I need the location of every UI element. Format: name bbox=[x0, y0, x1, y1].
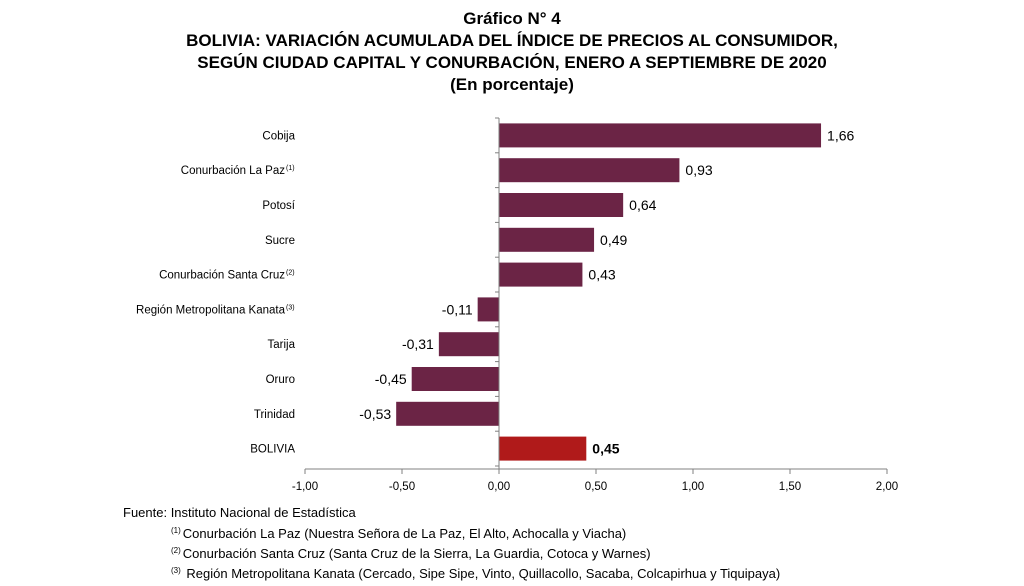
notes-block: Fuente: Instituto Nacional de Estadístic… bbox=[123, 504, 780, 582]
category-label-7: Oruro bbox=[266, 374, 295, 386]
bar-4 bbox=[499, 262, 583, 287]
x-tick-label-4: 1,00 bbox=[682, 481, 704, 493]
footnote-3: (3) Región Metropolitana Kanata (Cercado… bbox=[123, 562, 780, 582]
data-label-9: 0,45 bbox=[592, 441, 619, 457]
data-label-1: 0,93 bbox=[685, 162, 712, 178]
data-label-7: -0,45 bbox=[375, 371, 407, 387]
chart-title-block: Gráfico N° 4 BOLIVIA: VARIACIÓN ACUMULAD… bbox=[0, 8, 1024, 96]
bar-0 bbox=[499, 123, 822, 148]
category-label-2: Potosí bbox=[262, 200, 295, 212]
footnote-3-mark: (3) bbox=[171, 566, 181, 575]
bar-2 bbox=[499, 193, 624, 217]
footnote-1: (1) Conurbación La Paz (Nuestra Señora de… bbox=[123, 522, 780, 542]
data-label-4: 0,43 bbox=[588, 267, 615, 283]
x-tick-label-5: 1,50 bbox=[779, 481, 801, 493]
category-label-6: Tarija bbox=[268, 339, 296, 351]
chart-title-line-2: SEGÚN CIUDAD CAPITAL Y CONURBACIÓN, ENER… bbox=[197, 53, 827, 72]
bar-chart: 1,66 Cobija 0,93 Conurbación La Paz (1) 0,64 P… bbox=[136, 117, 898, 493]
bar-7 bbox=[411, 367, 499, 391]
footnote-3-text: Región Metropolitana Kanata (Cercado, Si… bbox=[182, 566, 781, 581]
data-label-2: 0,64 bbox=[629, 197, 656, 213]
x-tick-label-2: 0,00 bbox=[488, 481, 510, 493]
x-tick-label-3: 0,50 bbox=[585, 481, 607, 493]
bar-9 bbox=[499, 436, 587, 461]
bar-1 bbox=[499, 158, 680, 183]
x-tick-label-1: -0,50 bbox=[389, 481, 415, 493]
category-label-0: Cobija bbox=[262, 130, 295, 142]
chart-subtitle: (En porcentaje) bbox=[450, 75, 574, 94]
data-label-0: 1,66 bbox=[827, 127, 854, 143]
category-label-9: BOLIVIA bbox=[250, 444, 295, 456]
category-label-3: Sucre bbox=[265, 235, 295, 247]
footnote-1-mark: (1) bbox=[171, 526, 181, 535]
data-label-6: -0,31 bbox=[402, 336, 434, 352]
category-footnote-mark-4: (2) bbox=[286, 270, 295, 277]
category-label-1: Conurbación La Paz bbox=[181, 165, 285, 177]
category-label-4: Conurbación Santa Cruz bbox=[159, 270, 285, 282]
footnote-2-mark: (2) bbox=[171, 546, 181, 555]
footnote-1-text: Conurbación La Paz (Nuestra Señora de La… bbox=[182, 526, 627, 541]
source-note: Fuente: Instituto Nacional de Estadístic… bbox=[123, 505, 356, 520]
data-label-5: -0,11 bbox=[442, 301, 473, 317]
category-label-5: Región Metropolitana Kanata bbox=[136, 304, 286, 316]
bar-8 bbox=[396, 401, 499, 426]
bar-3 bbox=[499, 227, 595, 252]
x-tick-label-0: -1,00 bbox=[292, 481, 318, 493]
footnote-2-text: Conurbación Santa Cruz (Santa Cruz de la… bbox=[182, 546, 651, 561]
bar-5 bbox=[477, 297, 499, 322]
footnote-2: (2) Conurbación Santa Cruz (Santa Cruz de… bbox=[123, 542, 780, 562]
chart-number: Gráfico N° 4 bbox=[463, 9, 561, 28]
x-tick-label-6: 2,00 bbox=[876, 481, 898, 493]
data-label-8: -0,53 bbox=[359, 406, 391, 422]
bar-6 bbox=[438, 332, 499, 357]
category-footnote-mark-5: (3) bbox=[286, 304, 295, 311]
data-label-3: 0,49 bbox=[600, 232, 627, 248]
category-footnote-mark-1: (1) bbox=[286, 165, 295, 172]
chart-title-line-1: BOLIVIA: VARIACIÓN ACUMULADA DEL ÍNDICE … bbox=[186, 31, 838, 50]
category-label-8: Trinidad bbox=[254, 409, 295, 421]
